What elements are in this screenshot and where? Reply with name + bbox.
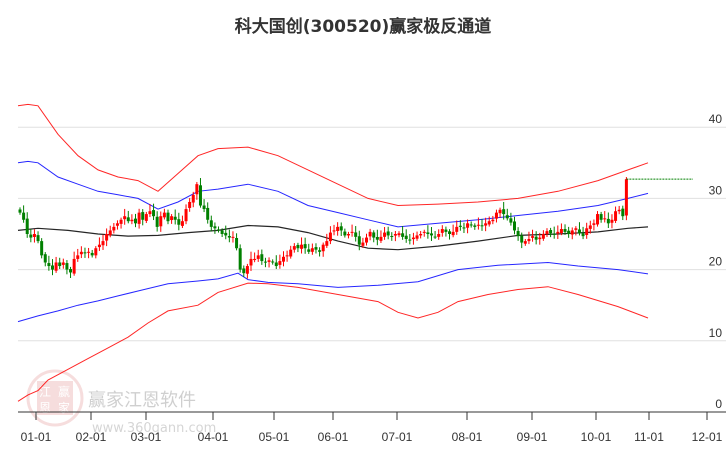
x-tick-label: 09-01 xyxy=(517,430,548,444)
upper_inner-line xyxy=(17,160,649,228)
x-tick-label: 05-01 xyxy=(259,430,290,444)
svg-text:家: 家 xyxy=(58,400,70,415)
candlesticks xyxy=(18,177,628,279)
x-tick-label: 01-01 xyxy=(21,430,52,444)
lower_inner-line xyxy=(17,261,649,323)
x-tick-label: 10-01 xyxy=(581,430,612,444)
y-tick-label: 40 xyxy=(709,112,723,126)
x-tick-label: 11-01 xyxy=(634,430,664,444)
x-axis: 01-01 02-01 03-01 04-01 05-01 06-01 07-01 08-01… xyxy=(18,411,726,444)
svg-text:恩: 恩 xyxy=(39,401,51,415)
y-tick-label: 30 xyxy=(709,183,723,197)
watermark: 江 赢 恩 家 赢家江恩软件 www.360gann.com xyxy=(26,369,216,436)
watermark-brand: 赢家江恩软件 xyxy=(88,389,196,411)
x-tick-label: 03-01 xyxy=(131,430,162,444)
x-tick-label: 06-01 xyxy=(318,430,349,444)
y-axis-labels: 0 10 20 30 40 xyxy=(709,112,723,411)
svg-text:江: 江 xyxy=(39,385,51,399)
grid-lines xyxy=(18,126,726,342)
watermark-url: www.360gann.com xyxy=(92,421,216,436)
y-tick-label: 10 xyxy=(709,326,723,340)
chart-title: 科大国创(300520)赢家极反通道 xyxy=(234,17,492,37)
seal-logo-icon xyxy=(26,369,84,427)
y-tick-label: 20 xyxy=(709,255,723,269)
x-tick-label: 12-01 xyxy=(692,430,723,444)
y-tick-label: 0 xyxy=(715,397,722,411)
x-tick-label: 08-01 xyxy=(452,430,483,444)
x-tick-label: 04-01 xyxy=(198,430,229,444)
svg-text:赢: 赢 xyxy=(58,384,70,399)
x-tick-label: 02-01 xyxy=(76,430,107,444)
lower_outer-line xyxy=(17,282,649,402)
x-tick-label: 07-01 xyxy=(382,430,413,444)
channel-bands xyxy=(17,103,649,402)
upper_outer-line xyxy=(17,103,649,207)
